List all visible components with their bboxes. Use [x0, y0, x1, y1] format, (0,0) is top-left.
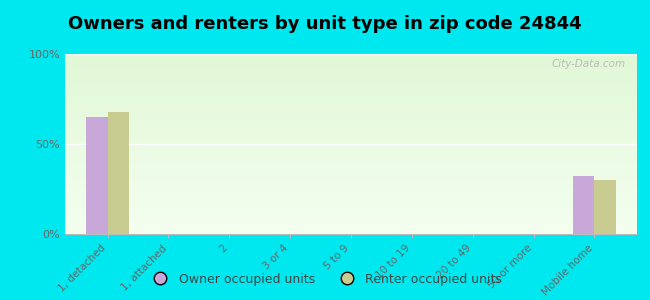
- Bar: [594, 180, 616, 234]
- Bar: [573, 176, 594, 234]
- Text: City-Data.com: City-Data.com: [551, 59, 625, 69]
- Bar: [108, 112, 129, 234]
- Bar: [86, 117, 108, 234]
- Legend: Owner occupied units, Renter occupied units: Owner occupied units, Renter occupied un…: [143, 268, 507, 291]
- Text: Owners and renters by unit type in zip code 24844: Owners and renters by unit type in zip c…: [68, 15, 582, 33]
